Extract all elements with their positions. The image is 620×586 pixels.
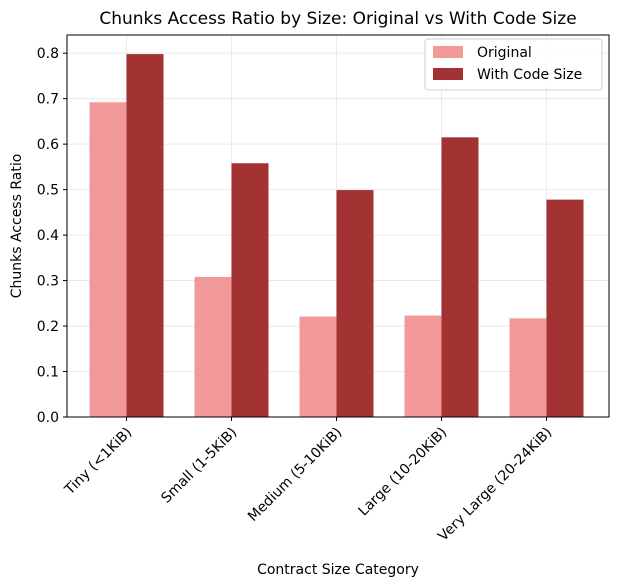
y-tick-label: 0.4	[37, 228, 59, 244]
bar-original	[299, 316, 337, 417]
y-tick-label: 0.8	[37, 46, 59, 62]
x-tick-label: Large (10-20KiB)	[355, 425, 450, 520]
bars	[89, 54, 584, 418]
bar-with-code-size	[126, 54, 164, 417]
y-tick-label: 0.0	[37, 410, 59, 426]
legend: Original With Code Size	[424, 38, 603, 91]
y-tick-label: 0.7	[37, 92, 59, 108]
legend-swatch	[433, 46, 463, 58]
bar-with-code-size	[336, 190, 374, 417]
y-axis: 0.0 0.1 0.2 0.3 0.4 0.5 0.6 0.7 0.8	[37, 46, 67, 426]
bar-original	[509, 318, 547, 417]
y-tick-label: 0.6	[37, 137, 59, 153]
y-tick-label: 0.3	[37, 274, 59, 290]
legend-box	[424, 38, 603, 91]
y-axis-label: Chunks Access Ratio	[9, 154, 25, 299]
y-tick-label: 0.1	[37, 365, 59, 381]
legend-swatch	[433, 68, 463, 80]
x-tick-label: Small (1-5KiB)	[158, 425, 240, 507]
x-tick-label: Very Large (20-24KiB)	[435, 425, 555, 545]
bar-original	[194, 276, 232, 417]
y-tick-label: 0.2	[37, 319, 59, 335]
legend-label: Original	[477, 45, 532, 61]
plot-frame	[66, 34, 610, 418]
x-axis: Tiny (<1KiB) Small (1-5KiB) Medium (5-10Ki…	[61, 417, 555, 545]
bar-with-code-size	[546, 199, 584, 417]
bar-with-code-size	[231, 163, 269, 417]
x-tick-label: Medium (5-10KiB)	[245, 425, 345, 525]
bar-original	[89, 102, 127, 418]
bar-original	[404, 315, 442, 417]
legend-label: With Code Size	[477, 67, 582, 83]
x-tick-label: Tiny (<1KiB)	[61, 425, 135, 499]
y-tick-label: 0.5	[37, 183, 59, 199]
bar-with-code-size	[441, 137, 479, 418]
chart-title: Chunks Access Ratio by Size: Original vs…	[99, 9, 576, 29]
x-axis-label: Contract Size Category	[257, 562, 419, 578]
